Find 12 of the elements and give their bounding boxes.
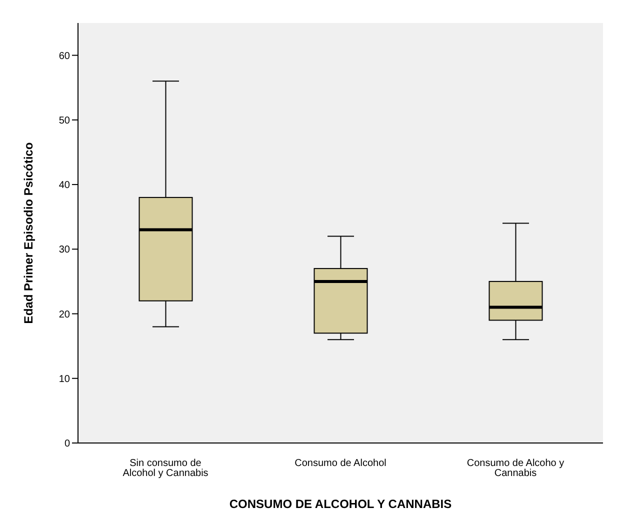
y-tick-label: 50 <box>58 115 70 126</box>
y-tick-label: 10 <box>58 374 70 385</box>
y-tick-label: 30 <box>58 244 70 256</box>
y-axis-title: Edad Primer Episodio Psicótico <box>21 142 36 324</box>
x-tick-label: Consumo de Alcoho y Cannabis <box>466 458 564 480</box>
y-tick-label: 60 <box>58 50 70 62</box>
x-tick-label: Sin consumo de Alcohol y Cannabis <box>122 458 208 480</box>
y-tick-label: 40 <box>58 180 70 192</box>
x-tick-label: Consumo de Alcohol <box>294 458 386 470</box>
y-tick-label: 20 <box>58 309 70 320</box>
x-axis-title: CONSUMO DE ALCOHOL Y CANNABIS <box>229 497 452 511</box>
y-tick-label: 0 <box>64 438 70 450</box>
